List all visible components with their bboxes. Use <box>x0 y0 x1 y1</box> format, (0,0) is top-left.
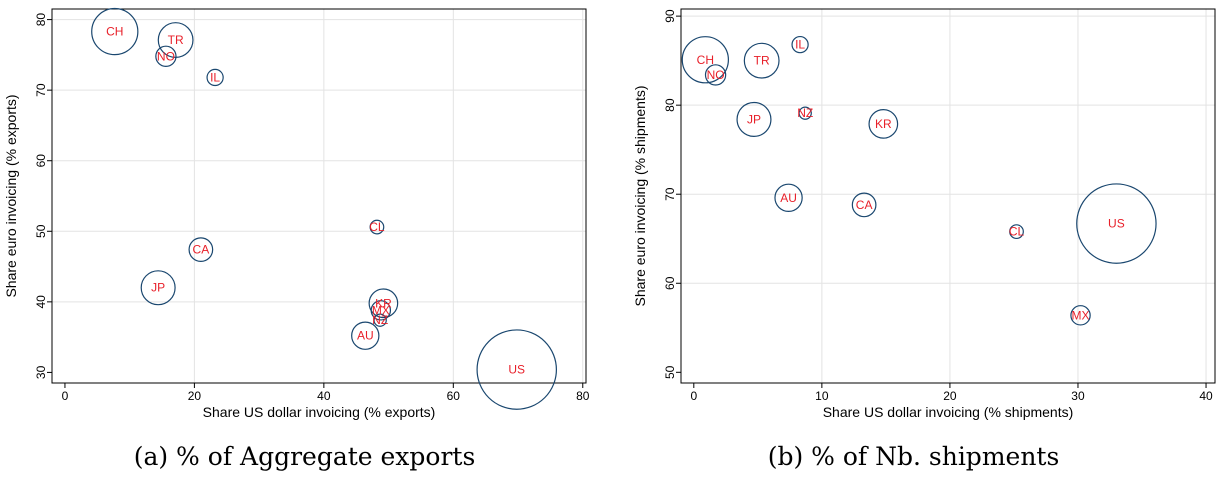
bubble-mx <box>1070 305 1091 326</box>
bubble-label-us: US <box>508 363 525 377</box>
x-tick-label: 40 <box>1199 389 1213 403</box>
bubble-il <box>791 35 809 54</box>
bubble-label-tr: TR <box>754 54 770 68</box>
x-tick-label: 80 <box>576 389 590 403</box>
bubble-label-jp: JP <box>151 281 165 295</box>
x-tick-label: 0 <box>690 389 697 403</box>
bubble-nz <box>798 106 812 120</box>
bubble-label-nz: NZ <box>372 313 388 327</box>
y-axis-title: Share euro invoicing (% exports) <box>3 94 19 297</box>
panel-nb-shipments: 0 10 20 30 40 50 60 70 80 90 Share US dollar invoi… <box>609 0 1218 480</box>
bubble-label-cl: CL <box>1009 225 1025 239</box>
x-axis-title: Share US dollar invoicing (% shipments) <box>823 404 1074 420</box>
y-tick-label: 40 <box>34 295 48 309</box>
bubble-label-mx: MX <box>372 303 390 317</box>
bubble-label-au: AU <box>780 191 797 205</box>
bubble-us <box>1076 183 1157 264</box>
y-tick-label: 60 <box>34 154 48 168</box>
plot-area <box>680 8 1216 384</box>
bubble-jp <box>140 270 176 306</box>
bubble-label-us: US <box>1108 217 1125 231</box>
bubble-nz <box>373 313 387 327</box>
bubble-no <box>155 45 177 67</box>
bubble-mx <box>370 300 392 321</box>
panel-aggregate-exports: 0 20 40 60 80 30 40 50 60 70 80 Share US dollar inv… <box>3 7 590 471</box>
bubble-jp <box>736 101 772 137</box>
bubble-tr <box>743 42 780 79</box>
caption-aggregate-exports: (a) % of Aggregate exports <box>133 442 476 471</box>
caption-nb-shipments: (b) % of Nb. shipments <box>767 442 1060 471</box>
bubble-au <box>351 321 380 350</box>
bubble-us <box>476 329 557 410</box>
bubble-label-kr: KR <box>375 296 392 310</box>
bubble-label-no: NO <box>157 49 175 63</box>
bubble-cl <box>369 219 385 235</box>
x-tick-label: 0 <box>62 389 69 403</box>
bubble-au <box>774 183 803 212</box>
bubble-label-jp: JP <box>747 112 761 126</box>
scatter-chart-shipments: 0 10 20 30 40 50 60 70 80 90 Share US dollar invoi… <box>632 8 1216 420</box>
x-tick-label: 60 <box>447 389 461 403</box>
x-tick-label: 40 <box>317 389 331 403</box>
bubble-kr <box>368 288 399 319</box>
y-tick-label: 60 <box>663 276 677 290</box>
x-tick-label: 30 <box>1071 389 1085 403</box>
bubble-ca <box>188 237 214 263</box>
y-tick-label: 80 <box>34 13 48 27</box>
x-tick-label: 20 <box>188 389 202 403</box>
x-axis-title: Share US dollar invoicing (% exports) <box>203 404 436 420</box>
y-tick-label: 50 <box>34 224 48 238</box>
bubble-label-ch: CH <box>106 25 123 39</box>
y-tick-label: 30 <box>34 365 48 379</box>
bubble-ch <box>91 7 139 56</box>
y-tick-label: 70 <box>34 83 48 97</box>
y-tick-label: 50 <box>663 365 677 379</box>
bubble-label-no: NO <box>707 68 725 82</box>
x-tick-label: 10 <box>815 389 829 403</box>
y-tick-label: 90 <box>663 9 677 23</box>
bubble-ch <box>681 36 729 84</box>
y-axis-title: Share euro invoicing (% shipments) <box>632 86 648 307</box>
bubble-label-nz: NZ <box>797 106 813 120</box>
bubble-label-ca: CA <box>856 198 873 212</box>
bubble-label-au: AU <box>357 329 374 343</box>
y-tick-label: 70 <box>663 187 677 201</box>
bubble-kr <box>868 109 899 139</box>
bubble-label-il: IL <box>210 70 220 84</box>
scatter-chart-exports: 0 20 40 60 80 30 40 50 60 70 80 Share US dollar inv… <box>3 7 590 420</box>
plot-area <box>51 8 587 384</box>
bubble-label-ca: CA <box>193 243 210 257</box>
bubble-label-il: IL <box>795 38 805 52</box>
bubble-label-ch: CH <box>697 53 714 67</box>
bubble-label-tr: TR <box>168 33 184 47</box>
x-tick-label: 20 <box>943 389 957 403</box>
bubble-label-cl: CL <box>369 220 385 234</box>
bubble-il <box>206 68 224 87</box>
bubble-label-kr: KR <box>875 117 892 131</box>
y-tick-label: 80 <box>663 98 677 112</box>
bubble-no <box>704 64 727 86</box>
bubble-label-mx: MX <box>1072 308 1090 322</box>
bubble-ca <box>851 192 877 218</box>
bubble-cl <box>1009 224 1024 240</box>
